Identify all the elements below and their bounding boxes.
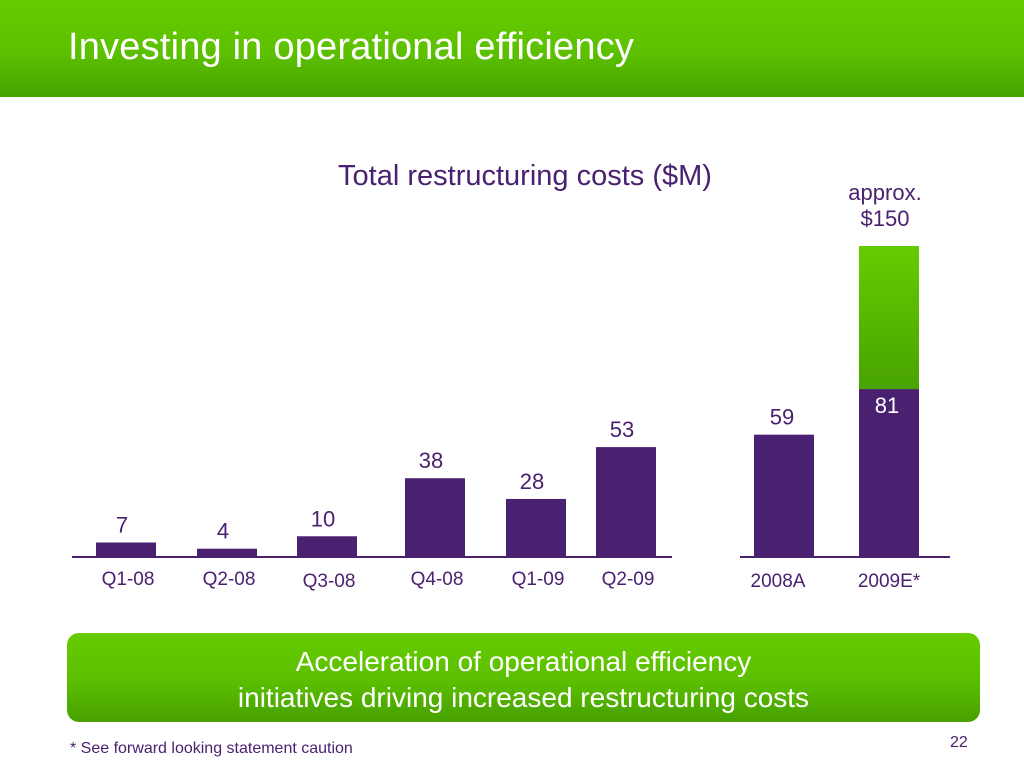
tick-label: 2009E*	[858, 571, 921, 592]
total-annotation-line-1: approx.	[848, 180, 921, 205]
data-label: 7	[116, 512, 128, 537]
slide-header: Investing in operational efficiency	[0, 0, 1024, 97]
tick-label: Q4-08	[411, 569, 464, 590]
callout-line-2: initiatives driving increased restructur…	[237, 682, 810, 713]
tick-label: Q1-08	[102, 569, 155, 590]
total-annotation-line-2: $150	[861, 206, 910, 231]
bar-q3-08	[297, 536, 357, 557]
tick-label: 2008A	[751, 571, 806, 592]
data-label: 53	[610, 417, 634, 442]
restructuring-costs-chart: Total restructuring costs ($M) 7 Q1-08 4 Q2…	[72, 160, 950, 592]
bar-q1-08	[96, 542, 156, 557]
page-number: 22	[950, 734, 968, 751]
tick-label: Q3-08	[303, 571, 356, 592]
bar-q1-09	[506, 498, 566, 557]
data-label: 28	[520, 469, 544, 494]
bar-2009e-actual	[859, 389, 919, 557]
footnote: * See forward looking statement caution	[70, 740, 353, 757]
tick-label: Q2-08	[203, 569, 256, 590]
data-label: 4	[217, 519, 229, 544]
tick-label: Q2-09	[602, 569, 655, 590]
data-label: 38	[419, 448, 443, 473]
data-label: 59	[770, 405, 794, 430]
bar-q2-08	[197, 548, 257, 557]
callout-line-1: Acceleration of operational efficiency	[295, 646, 752, 677]
data-label: 81	[875, 393, 899, 418]
bar-2008a-actual	[754, 434, 814, 557]
bar-q2-09	[596, 447, 656, 557]
callout-banner: Acceleration of operational efficiency i…	[67, 633, 980, 722]
annual-bars: 59 2008A 81 2009E* approx.$150	[740, 180, 950, 592]
slide-title: Investing in operational efficiency	[68, 26, 635, 68]
chart-title: Total restructuring costs ($M)	[338, 160, 712, 192]
data-label: 10	[311, 506, 335, 531]
quarterly-bars: 7 Q1-08 4 Q2-08 10 Q3-08 38 Q4-08 28 Q1-09 53 Q2-09	[72, 417, 672, 592]
bar-q4-08	[405, 478, 465, 557]
bar-2009e-remaining	[859, 246, 919, 390]
tick-label: Q1-09	[512, 569, 565, 590]
